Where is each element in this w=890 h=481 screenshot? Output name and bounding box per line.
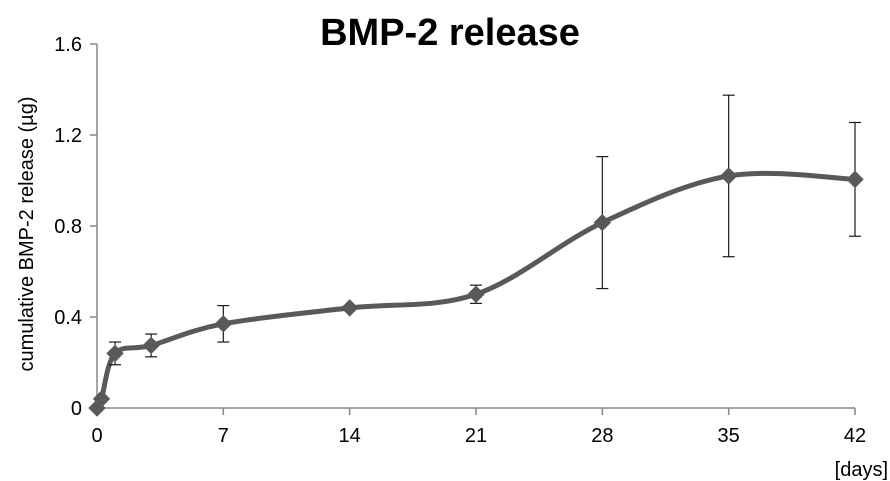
data-point-marker	[593, 213, 612, 232]
x-tick-label: 21	[465, 425, 487, 447]
y-ticks: 0 0.4 0.8 1.2 1.6	[54, 34, 97, 420]
x-tick-label: 35	[718, 425, 740, 447]
y-tick-label: 0	[71, 398, 82, 420]
x-ticks: 0 7 14 21 28 35 42	[91, 408, 866, 447]
chart-title: BMP-2 release	[320, 12, 580, 54]
data-point-marker	[467, 285, 485, 303]
data-point-marker	[846, 170, 864, 189]
data-markers	[88, 167, 864, 417]
y-axis-label: cumulative BMP-2 release (µg)	[16, 97, 38, 372]
y-tick-label: 1.2	[54, 125, 82, 147]
x-tick-label: 28	[591, 425, 613, 447]
data-point-marker	[340, 299, 359, 317]
y-tick-label: 0.8	[54, 216, 82, 238]
data-point-marker	[106, 344, 124, 363]
y-tick-label: 0.4	[54, 307, 82, 329]
x-tick-label: 14	[339, 425, 361, 447]
x-tick-label: 7	[218, 425, 229, 447]
data-point-marker	[719, 167, 738, 185]
x-tick-label: 42	[844, 425, 866, 447]
x-axis-label: [days]	[835, 459, 888, 481]
y-tick-label: 1.6	[54, 34, 82, 56]
data-point-marker	[92, 390, 111, 408]
data-point-marker	[214, 315, 233, 333]
x-tick-label: 0	[91, 425, 102, 447]
data-point-marker	[142, 336, 160, 355]
